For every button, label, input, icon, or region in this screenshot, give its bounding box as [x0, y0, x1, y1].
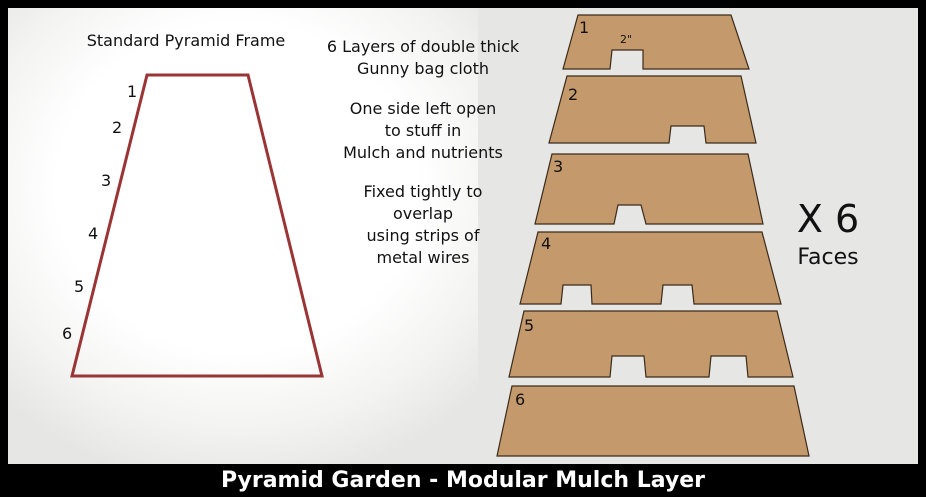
note-line: to stuff in — [384, 121, 462, 140]
pyramid-frame-outline — [70, 73, 324, 378]
note-fixing: Fixed tightly to overlap using strips of… — [303, 181, 543, 269]
mulch-panel-1 — [562, 14, 750, 70]
diagram-background — [8, 8, 918, 464]
mulch-panel-3 — [534, 153, 764, 225]
note-open-side: One side left open to stuff in Mulch and… — [303, 98, 543, 164]
note-layers: 6 Layers of double thick Gunny bag cloth — [303, 36, 543, 80]
mulch-panel-4 — [519, 231, 782, 305]
note-line: One side left open — [349, 99, 497, 118]
panel-label-6: 6 — [515, 390, 525, 409]
note-line: Mulch and nutrients — [343, 143, 503, 162]
note-line: overlap — [392, 204, 454, 223]
note-line: Fixed tightly to — [363, 182, 483, 201]
frame-level-6: 6 — [62, 324, 72, 343]
note-line: metal wires — [376, 248, 470, 267]
multiplier-unit: Faces — [797, 245, 859, 270]
frame-level-2: 2 — [112, 118, 122, 137]
frame-level-3: 3 — [101, 171, 111, 190]
panel-label-4: 4 — [541, 234, 551, 253]
notch-size-label: 2" — [620, 33, 632, 46]
note-line: 6 Layers of double thick — [326, 37, 520, 56]
mulch-panel-2 — [548, 75, 757, 144]
footer-title: Pyramid Garden - Modular Mulch Layer — [220, 468, 706, 493]
frame-level-1: 1 — [127, 82, 137, 101]
frame-level-4: 4 — [88, 224, 98, 243]
multiplier-count: X 6 — [796, 197, 860, 241]
frame-level-5: 5 — [74, 277, 84, 296]
mulch-panel-5 — [508, 310, 794, 378]
mulch-panel-6 — [496, 385, 810, 457]
panel-label-1: 1 — [579, 18, 589, 37]
panel-label-5: 5 — [524, 316, 534, 335]
panel-label-2: 2 — [568, 85, 578, 104]
note-line: using strips of — [366, 226, 480, 245]
frame-title: Standard Pyramid Frame — [86, 31, 286, 50]
note-line: Gunny bag cloth — [356, 59, 490, 78]
panel-label-3: 3 — [553, 157, 563, 176]
